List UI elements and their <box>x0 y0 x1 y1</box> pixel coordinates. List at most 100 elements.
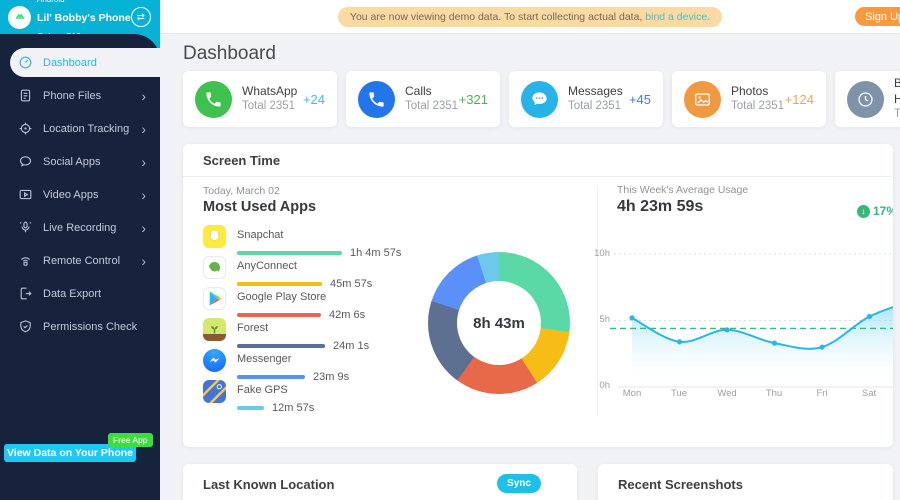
view-data-on-phone-button[interactable]: View Data on Your Phone <box>4 444 136 462</box>
target-icon <box>18 121 33 136</box>
chevron-right-icon: › <box>141 219 146 236</box>
sidebar-item-remote-control[interactable]: Remote Control › <box>0 244 160 277</box>
usage-bar <box>237 406 264 410</box>
stats-row: WhatsApp Total 2351 +24 Calls Total 2351… <box>183 71 900 127</box>
device-header: Android Lil' Bobby's Phone Galaxy S10 ⇄ <box>0 0 160 41</box>
stat-total: Total 2351 <box>242 100 296 113</box>
whatsapp-icon <box>195 80 232 118</box>
app-main: Forest 24m 1s <box>237 318 418 352</box>
week-usage-label: This Week's Average Usage <box>617 184 749 196</box>
usage-bar-line: 23m 9s <box>237 371 418 383</box>
week-usage-value: 4h 23m 59s <box>617 198 704 215</box>
demo-data-banner: You are now viewing demo data. To start … <box>337 6 723 27</box>
stat-delta: +24 <box>302 91 325 107</box>
x-axis-tick: Mon <box>622 388 642 399</box>
chat-bubble-icon <box>18 154 33 169</box>
anyconnect-icon <box>203 256 226 279</box>
today-label: Today, March 02 <box>203 185 280 197</box>
sidebar-item-permissions-check[interactable]: Permissions Check › <box>0 310 160 343</box>
weekly-usage-area-chart <box>610 253 893 388</box>
usage-bar-line: 42m 6s <box>237 309 418 321</box>
most-used-apps-list: Snapchat 1h 4m 57s AnyConnect 45m 57s Go… <box>203 225 418 414</box>
stat-card-browser-history[interactable]: Browser History Total 2351 <box>835 71 900 127</box>
phone-icon <box>358 80 395 118</box>
device-os: Android <box>37 0 65 4</box>
sidebar-item-video-apps[interactable]: Video Apps › <box>0 178 160 211</box>
usage-bar-line: 45m 57s <box>237 278 418 290</box>
sidebar-item-dashboard[interactable]: Dashboard › <box>0 46 160 79</box>
message-bubble-icon <box>521 80 558 118</box>
app-time: 24m 1s <box>333 340 370 352</box>
history-clock-icon <box>847 80 884 118</box>
sidebar-item-label: Remote Control <box>43 254 121 267</box>
app-row-fake-gps: Fake GPS 12m 57s <box>203 380 418 414</box>
stat-total: Total 2351 <box>405 100 459 113</box>
sidebar-item-data-export[interactable]: Data Export › <box>0 277 160 310</box>
usage-bar <box>237 344 325 348</box>
device-name: Lil' Bobby's Phone <box>37 11 131 24</box>
usage-bar <box>237 251 342 255</box>
x-axis-tick: Tue <box>670 388 688 399</box>
chevron-right-icon: › <box>141 252 146 269</box>
app-name: Fake GPS <box>237 384 288 396</box>
shield-check-icon <box>18 319 33 334</box>
recent-screenshots-card: Recent Screenshots <box>598 464 893 500</box>
sidebar: Android Lil' Bobby's Phone Galaxy S10 ⇄ … <box>0 0 160 500</box>
x-axis-tick: Wed <box>717 388 737 399</box>
chevron-right-icon: › <box>141 186 146 203</box>
microphone-icon <box>18 220 33 235</box>
google-play-icon <box>203 287 226 310</box>
sidebar-item-location-tracking[interactable]: Location Tracking › <box>0 112 160 145</box>
stat-total: Total 2351 <box>568 100 622 113</box>
stat-card-photos[interactable]: Photos Total 2351 +124 <box>672 71 826 127</box>
snapchat-icon <box>203 225 226 248</box>
app-name: Forest <box>237 322 269 334</box>
app-row-forest: Forest 24m 1s <box>203 318 418 352</box>
usage-bar-line: 12m 57s <box>237 402 418 414</box>
sync-button[interactable]: Sync <box>497 474 541 493</box>
screen-time-title: Screen Time <box>183 144 893 177</box>
stat-card-whatsapp[interactable]: WhatsApp Total 2351 +24 <box>183 71 337 127</box>
app-name: Google Play Store <box>237 291 327 303</box>
sidebar-item-label: Data Export <box>43 287 102 300</box>
stat-card-messages[interactable]: Messages Total 2351 +45 <box>509 71 663 127</box>
image-icon <box>684 80 721 118</box>
app-main: Messenger 23m 9s <box>237 349 418 383</box>
stat-delta: +45 <box>628 91 651 107</box>
app-row-messenger: Messenger 23m 9s <box>203 349 418 383</box>
stat-total: Total 2351 <box>894 108 900 121</box>
y-axis-tick: 10h <box>594 248 610 259</box>
sidebar-item-phone-files[interactable]: Phone Files › <box>0 79 160 112</box>
signup-button[interactable]: Sign Up <box>855 7 900 26</box>
bottom-row: Last Known Location Sync Recent Screensh… <box>183 464 900 500</box>
most-used-apps-title: Most Used Apps <box>203 199 317 215</box>
stat-label: Browser History <box>894 75 900 106</box>
last-known-location-card: Last Known Location Sync <box>183 464 577 500</box>
app-row-google-play: Google Play Store 42m 6s <box>203 287 418 321</box>
sidebar-nav: Dashboard › Phone Files › Location Track… <box>0 46 160 343</box>
sidebar-item-label: Social Apps <box>43 155 101 168</box>
app-time: 23m 9s <box>313 371 350 383</box>
screen-time-card: Screen Time Today, March 02 Most Used Ap… <box>183 144 893 447</box>
switch-device-icon[interactable]: ⇄ <box>130 7 151 27</box>
stat-delta: +321 <box>458 91 488 107</box>
sidebar-item-live-recording[interactable]: Live Recording › <box>0 211 160 244</box>
main-content: You are now viewing demo data. To start … <box>160 0 900 500</box>
donut-center-label: 8h 43m <box>457 281 541 365</box>
x-axis-tick: Sat <box>861 388 877 399</box>
usage-bar <box>237 282 322 286</box>
sidebar-body: Dashboard › Phone Files › Location Track… <box>0 34 160 500</box>
stat-card-calls[interactable]: Calls Total 2351 +321 <box>346 71 500 127</box>
app-main: Google Play Store 42m 6s <box>237 287 418 321</box>
sidebar-item-label: Video Apps <box>43 188 99 201</box>
week-usage-trend: ↓ 17% <box>857 204 893 218</box>
app-name: Messenger <box>237 353 292 365</box>
usage-bar <box>237 313 321 317</box>
bind-device-link[interactable]: bind a device. <box>645 10 711 23</box>
sidebar-item-label: Live Recording <box>43 221 117 234</box>
sidebar-item-social-apps[interactable]: Social Apps › <box>0 145 160 178</box>
app-name: AnyConnect <box>237 260 297 272</box>
stat-texts: Browser History Total 2351 <box>894 76 900 122</box>
page-title: Dashboard <box>183 43 276 64</box>
app-row-anyconnect: AnyConnect 45m 57s <box>203 256 418 290</box>
